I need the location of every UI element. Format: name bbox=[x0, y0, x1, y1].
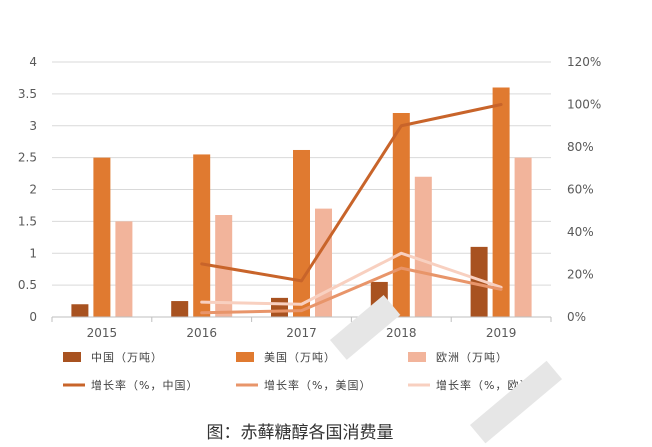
y-left-tick-label: 2 bbox=[29, 183, 37, 197]
y-right-tick-label: 60% bbox=[567, 183, 594, 197]
legend-label: 增长率（%，美国） bbox=[264, 378, 371, 392]
x-tick-label: 2016 bbox=[186, 326, 217, 340]
y-left-tick-label: 1.5 bbox=[18, 214, 37, 228]
bar bbox=[470, 246, 488, 317]
legend-label: 增长率（%，中国） bbox=[91, 378, 198, 392]
growth-lines bbox=[200, 103, 503, 315]
y-right-tick-label: 0% bbox=[567, 310, 586, 324]
y-right-tick-label: 20% bbox=[567, 268, 594, 282]
y-right-tick-label: 40% bbox=[567, 225, 594, 239]
bar bbox=[193, 154, 211, 317]
bar bbox=[215, 215, 233, 317]
bar bbox=[93, 157, 111, 317]
growth-line bbox=[200, 103, 503, 283]
bar bbox=[414, 176, 432, 317]
axes: 00.511.522.533.540%20%40%60%80%100%120%2… bbox=[18, 55, 601, 340]
y-right-tick-label: 100% bbox=[567, 98, 601, 112]
figure-caption: 图：赤藓糖醇各国消费量 bbox=[206, 423, 394, 443]
x-tick-label: 2018 bbox=[386, 326, 417, 340]
y-left-tick-label: 0.5 bbox=[18, 278, 37, 292]
x-tick-label: 2017 bbox=[286, 326, 317, 340]
bar bbox=[392, 113, 410, 317]
x-tick-label: 2015 bbox=[87, 326, 118, 340]
legend-swatch bbox=[408, 352, 426, 362]
y-right-tick-label: 120% bbox=[567, 55, 601, 69]
y-right-tick-label: 80% bbox=[567, 140, 594, 154]
bar bbox=[514, 157, 532, 317]
bar bbox=[71, 304, 89, 317]
y-left-tick-label: 1 bbox=[29, 246, 37, 260]
bar bbox=[171, 301, 189, 317]
legend: 中国（万吨） 美国（万吨） 欧洲（万吨）增长率（%，中国） 增长率（%，美国） 增长率（… bbox=[63, 351, 542, 392]
x-tick-label: 2019 bbox=[486, 326, 517, 340]
legend-label: 中国（万吨） bbox=[91, 351, 163, 364]
legend-swatch bbox=[63, 352, 81, 362]
bar bbox=[271, 297, 288, 317]
bar bbox=[492, 87, 510, 317]
y-left-tick-label: 4 bbox=[29, 55, 37, 69]
growth-line bbox=[200, 251, 503, 306]
y-left-tick-label: 0 bbox=[29, 310, 37, 324]
legend-label: 欧洲（万吨） bbox=[436, 351, 508, 364]
growth-line bbox=[200, 266, 503, 315]
legend-swatch bbox=[236, 352, 254, 362]
legend-label: 美国（万吨） bbox=[264, 351, 336, 364]
bar bbox=[293, 149, 310, 317]
y-left-tick-label: 3.5 bbox=[18, 87, 37, 101]
y-left-tick-label: 2.5 bbox=[18, 151, 37, 165]
y-left-tick-label: 3 bbox=[29, 119, 37, 133]
bar bbox=[115, 221, 133, 317]
